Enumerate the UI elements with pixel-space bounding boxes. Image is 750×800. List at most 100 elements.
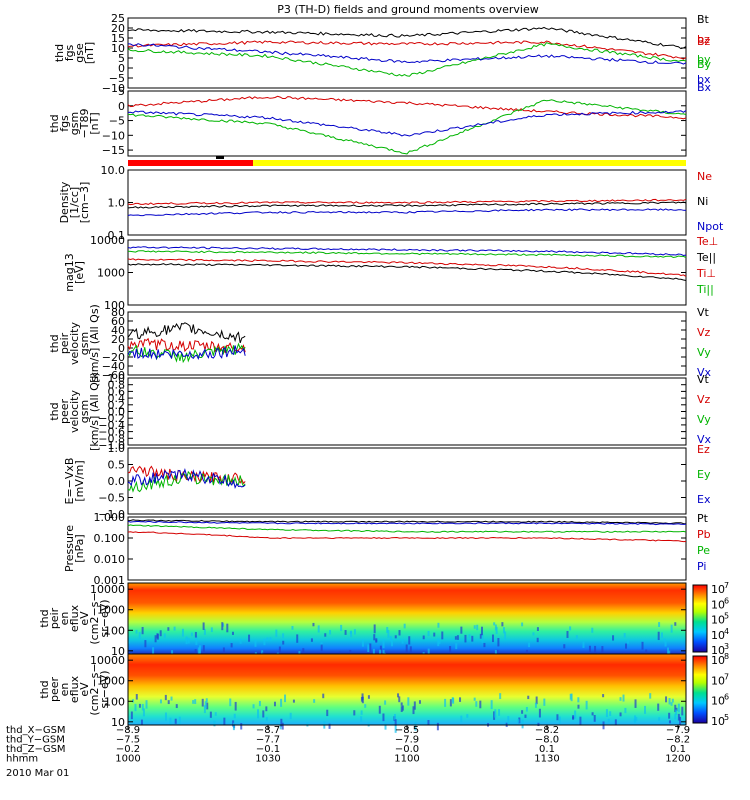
spectrogram-pixel <box>471 635 474 642</box>
spectrogram-pixel <box>614 719 617 725</box>
spectrogram-pixel <box>398 630 401 636</box>
spectrogram-pixel <box>537 722 540 727</box>
spectrogram-pixel <box>495 626 498 635</box>
spectrogram-pixel <box>175 704 178 709</box>
x-tick-label: −7.5 <box>116 735 140 746</box>
spectrogram-pixel <box>591 712 594 716</box>
y-tick-label: 10000 <box>90 654 125 667</box>
spectrogram-pixel <box>364 704 367 708</box>
y-tick-label: −15 <box>102 144 125 157</box>
spectrogram-pixel <box>138 703 141 708</box>
spectrogram-pixel <box>284 694 287 703</box>
y-tick-label: 5 <box>118 85 125 98</box>
legend-Te⊥: Te⊥ <box>696 235 718 248</box>
y-tick-label: 60 <box>111 315 125 328</box>
spectrogram-pixel <box>201 698 204 707</box>
spectrogram-pixel <box>393 714 396 721</box>
spectrogram-pixel <box>408 636 411 645</box>
colorbar-exponent: 3 <box>724 642 729 651</box>
spectrogram-pixel <box>436 722 439 731</box>
colorbar-label: 10 <box>711 614 725 627</box>
y-tick-label: 1000 <box>97 675 125 688</box>
spectrogram-pixel <box>144 640 147 648</box>
spectrogram-pixel <box>602 694 605 698</box>
spectrogram-pixel <box>391 639 394 647</box>
y-axis-label: [1/cc] <box>68 187 81 218</box>
spectrogram-pixel <box>379 649 382 656</box>
spectrogram-pixel <box>394 719 397 726</box>
y-tick-label: −0.5 <box>98 492 125 505</box>
spectrogram-pixel <box>142 708 145 717</box>
y-tick-label: 5 <box>118 52 125 65</box>
spectrogram-pixel <box>479 700 482 709</box>
x-tick-label: −8.9 <box>116 725 140 736</box>
spectrogram-pixel <box>254 640 257 647</box>
spectrogram-pixel <box>154 635 157 643</box>
y-axis-label: thd <box>38 609 51 627</box>
spectrogram-pixel <box>159 699 162 704</box>
spectrogram-pixel <box>449 646 452 655</box>
spectrogram-pixel <box>407 697 410 706</box>
spectrogram-pixel <box>280 698 283 707</box>
series-By <box>127 99 687 155</box>
spectrogram-pixel <box>221 622 224 631</box>
spectrogram-pixel <box>532 632 535 636</box>
spectrogram-pixel <box>622 694 625 702</box>
spectrogram-pixel <box>409 646 412 653</box>
spectrogram-pixel <box>501 622 504 627</box>
spectrogram-pixel <box>367 695 370 699</box>
spectrogram-pixel <box>657 703 660 711</box>
y-tick-label: 0.010 <box>94 553 126 566</box>
legend-Ne: Ne <box>697 170 712 183</box>
spectrogram-pixel <box>585 700 588 710</box>
x-tick-label: −8.2 <box>535 725 559 736</box>
y-axis-label: [km/s] (All Qs) <box>88 372 101 451</box>
spectrogram-pixel <box>481 634 484 643</box>
colorbar-exponent: 7 <box>724 581 729 590</box>
series-bx <box>127 43 687 65</box>
spectrogram-pixel <box>141 626 144 635</box>
mode-bar-marker <box>216 156 224 159</box>
colorbar-label: 10 <box>711 654 725 667</box>
panel-frame <box>127 90 687 157</box>
spectrogram-pixel <box>524 714 527 718</box>
spectrogram-pixel <box>223 717 226 726</box>
spectrogram-pixel <box>159 630 162 637</box>
spectrogram-pixel <box>360 710 363 715</box>
spectrogram-pixel <box>456 635 459 640</box>
y-tick-label: 20 <box>111 22 125 35</box>
y-tick-label: 10000 <box>90 234 125 247</box>
spectrogram-pixel <box>563 644 566 649</box>
spectrogram-pixel <box>275 629 278 638</box>
spectrogram-pixel <box>206 702 209 710</box>
spectrogram-pixel <box>386 627 389 633</box>
y-axis-label: eflux <box>68 604 81 632</box>
date-label: 2010 Mar 01 <box>6 768 69 779</box>
series-Pt <box>127 519 687 525</box>
y-axis-label: eflux <box>68 675 81 703</box>
spectrogram-pixel <box>296 634 299 643</box>
colorbar-peir_spec <box>692 584 708 653</box>
panel-frame <box>127 516 687 581</box>
spectrogram-pixel <box>455 643 458 650</box>
y-axis-label: −T89 <box>78 109 91 139</box>
spectrogram-pixel <box>660 632 663 639</box>
spectrogram-pixel <box>306 722 309 727</box>
series-Bz <box>127 95 687 120</box>
x-row-label: thd_X−GSM <box>6 725 66 736</box>
spectrogram-pixel <box>624 707 627 714</box>
spectrogram-pixel <box>278 646 281 655</box>
spectrogram-pixel <box>239 638 242 644</box>
spectrogram-pixel <box>641 641 644 650</box>
spectrogram-pixel <box>222 647 225 654</box>
spectrogram-pixel <box>164 694 167 701</box>
spectrogram-pixel <box>679 716 682 726</box>
legend-Bt: Bt <box>697 13 710 26</box>
spectrogram-pixel <box>199 645 202 654</box>
spectrogram-pixel <box>464 634 467 643</box>
spectrogram-pixel <box>367 722 370 727</box>
spectrogram-pixel <box>170 696 173 701</box>
y-tick-label: 0.0 <box>108 406 126 419</box>
spectrogram-pixel <box>525 649 528 656</box>
